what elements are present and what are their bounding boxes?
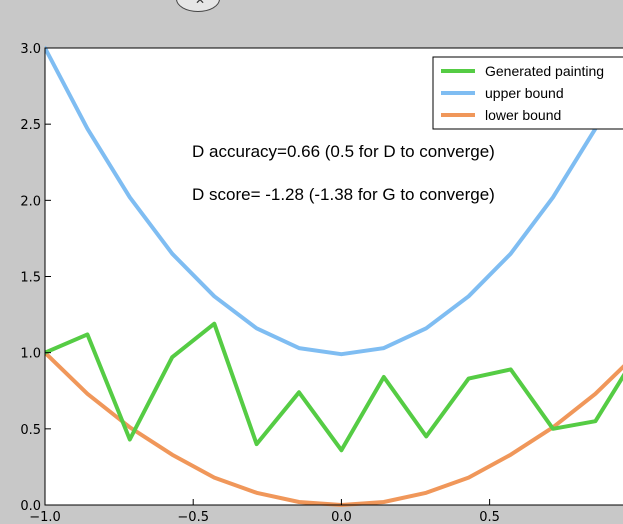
legend-label: lower bound: [485, 107, 561, 123]
legend-label: upper bound: [485, 85, 564, 101]
y-tick-label: 3.0: [20, 42, 41, 57]
x-tick-label: −0.5: [177, 510, 209, 524]
series-line-generated-painting: [45, 321, 623, 453]
axis-ticks: −1.0 −0.5 0.0 0.5 0.0 0.5 1.0 1.5 2.0 2.5 3.0: [20, 42, 500, 524]
y-tick-label: 2.0: [20, 194, 41, 209]
x-tick-label: 0.5: [479, 510, 500, 524]
legend: Generated painting upper bound lower bound: [432, 56, 623, 130]
annotation-layer: D accuracy=0.66 (0.5 for D to converge) …: [192, 142, 495, 204]
legend-label: Generated painting: [485, 63, 604, 79]
y-tick-label: 2.5: [20, 118, 41, 133]
annotation-score: D score= -1.28 (-1.38 for G to converge): [192, 185, 495, 204]
y-tick-label: 1.0: [20, 347, 41, 362]
y-tick-label: 0.0: [20, 499, 41, 514]
y-tick-label: 1.5: [20, 271, 41, 286]
annotation-accuracy: D accuracy=0.66 (0.5 for D to converge): [192, 142, 495, 161]
y-tick-label: 0.5: [20, 423, 41, 438]
series-line-upper-bound: [45, 46, 623, 357]
x-tick-label: 0.0: [331, 510, 352, 524]
x-tick-label: −1.0: [29, 510, 61, 524]
close-icon: ✕: [195, 0, 206, 7]
